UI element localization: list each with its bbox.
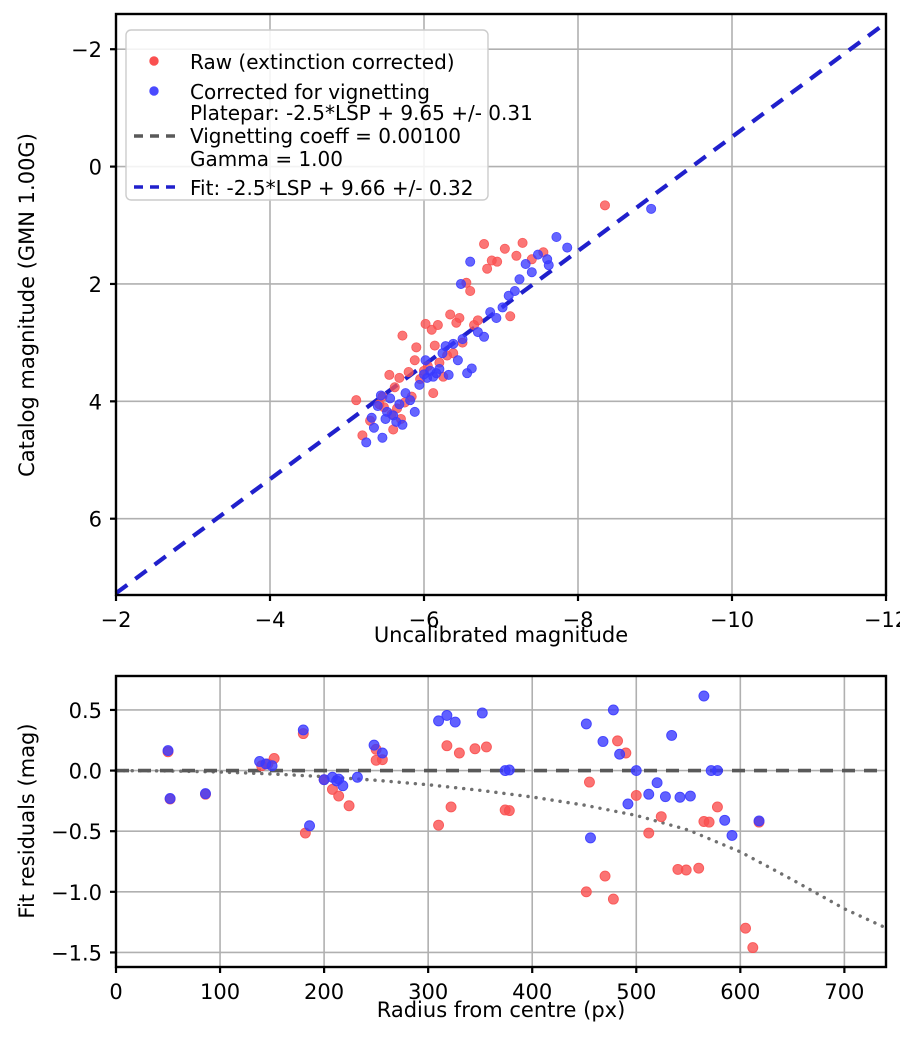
residuals-tick-labels: 0 100 200 300 400 500 600 700 0.5 0.0 −0.5 −1.0 −1.5: [51, 699, 864, 1004]
calibration-xtick-label: −8: [563, 608, 594, 632]
residuals-tick-marks: [110, 708, 846, 973]
calibration-gridlines: [116, 14, 886, 595]
residuals-xtick-label: 600: [720, 980, 760, 1004]
residuals-xtick-label: 100: [200, 980, 240, 1004]
calibration-plot-panel: −2 −4 −6 −8 −10 −12 −2 0 2 4 6 Uncalibrated magnit…: [15, 12, 900, 647]
calibration-fit-line: [114, 21, 888, 595]
calibration-tick-labels: −2 −4 −6 −8 −10 −12 −2 0 2 4 6: [71, 38, 900, 632]
calibration-xtick-label: −12: [864, 608, 900, 632]
residuals-xtick-label: 400: [512, 980, 552, 1004]
calibration-ytick-label: −2: [71, 38, 102, 62]
calibration-xaxis-label: Uncalibrated magnitude: [374, 623, 628, 647]
residuals-xtick-label: 700: [824, 980, 864, 1004]
calibration-legend[interactable]: Raw (extinction corrected) Corrected for…: [125, 29, 533, 201]
residuals-vignetting-curve: [114, 768, 886, 929]
legend-label-corrected: Corrected for vignetting: [190, 80, 430, 104]
calibration-xtick-label: −2: [101, 608, 132, 632]
calibration-ytick-label: 2: [89, 273, 102, 297]
calibration-tick-marks: [110, 48, 888, 601]
residuals-plot-panel: 0 100 200 300 400 500 600 700 0.5 0.0 −0.5 −1.0 −1.5…: [15, 674, 888, 1022]
residuals-xtick-label: 200: [304, 980, 344, 1004]
residuals-ytick-label: −0.5: [51, 820, 102, 844]
residuals-xtick-label: 300: [408, 980, 448, 1004]
residuals-gridlines: [116, 676, 886, 967]
legend-label-raw: Raw (extinction corrected): [190, 50, 455, 74]
legend-label-vignetting-coeff: Vignetting coeff = 0.00100: [190, 124, 461, 148]
calibration-axes-frame: [114, 12, 888, 597]
residuals-corrected-points: [162, 690, 765, 844]
legend-label-gamma: Gamma = 1.00: [190, 147, 343, 171]
residuals-xtick-label: 500: [616, 980, 656, 1004]
residuals-xtick-label: 0: [109, 980, 122, 1004]
calibration-corrected-points: [361, 203, 657, 448]
calibration-ytick-label: 0: [89, 156, 102, 180]
calibration-xtick-label: −4: [255, 608, 286, 632]
legend-marker-corrected: [149, 86, 159, 96]
residuals-axes-frame: [114, 674, 888, 969]
residuals-ytick-label: 0.5: [69, 699, 102, 723]
residuals-ytick-label: −1.5: [51, 941, 102, 965]
calibration-yaxis-label: Catalog magnitude (GMN 1.00G): [15, 133, 39, 477]
residuals-ytick-label: 0.0: [69, 760, 102, 784]
legend-label-fit: Fit: -2.5*LSP + 9.66 +/- 0.32: [190, 176, 473, 200]
residuals-ytick-label: −1.0: [51, 881, 102, 905]
legend-background: [125, 29, 489, 201]
residuals-xaxis-label: Radius from centre (px): [377, 998, 626, 1022]
calibration-xtick-label: −10: [710, 608, 754, 632]
calibration-xtick-label: −6: [409, 608, 440, 632]
calibration-ytick-label: 6: [89, 508, 102, 532]
legend-marker-raw: [149, 56, 159, 66]
calibration-ytick-label: 4: [89, 390, 102, 414]
legend-label-platepar: Platepar: -2.5*LSP + 9.65 +/- 0.31: [190, 101, 533, 125]
residuals-yaxis-label: Fit residuals (mag): [15, 723, 39, 918]
